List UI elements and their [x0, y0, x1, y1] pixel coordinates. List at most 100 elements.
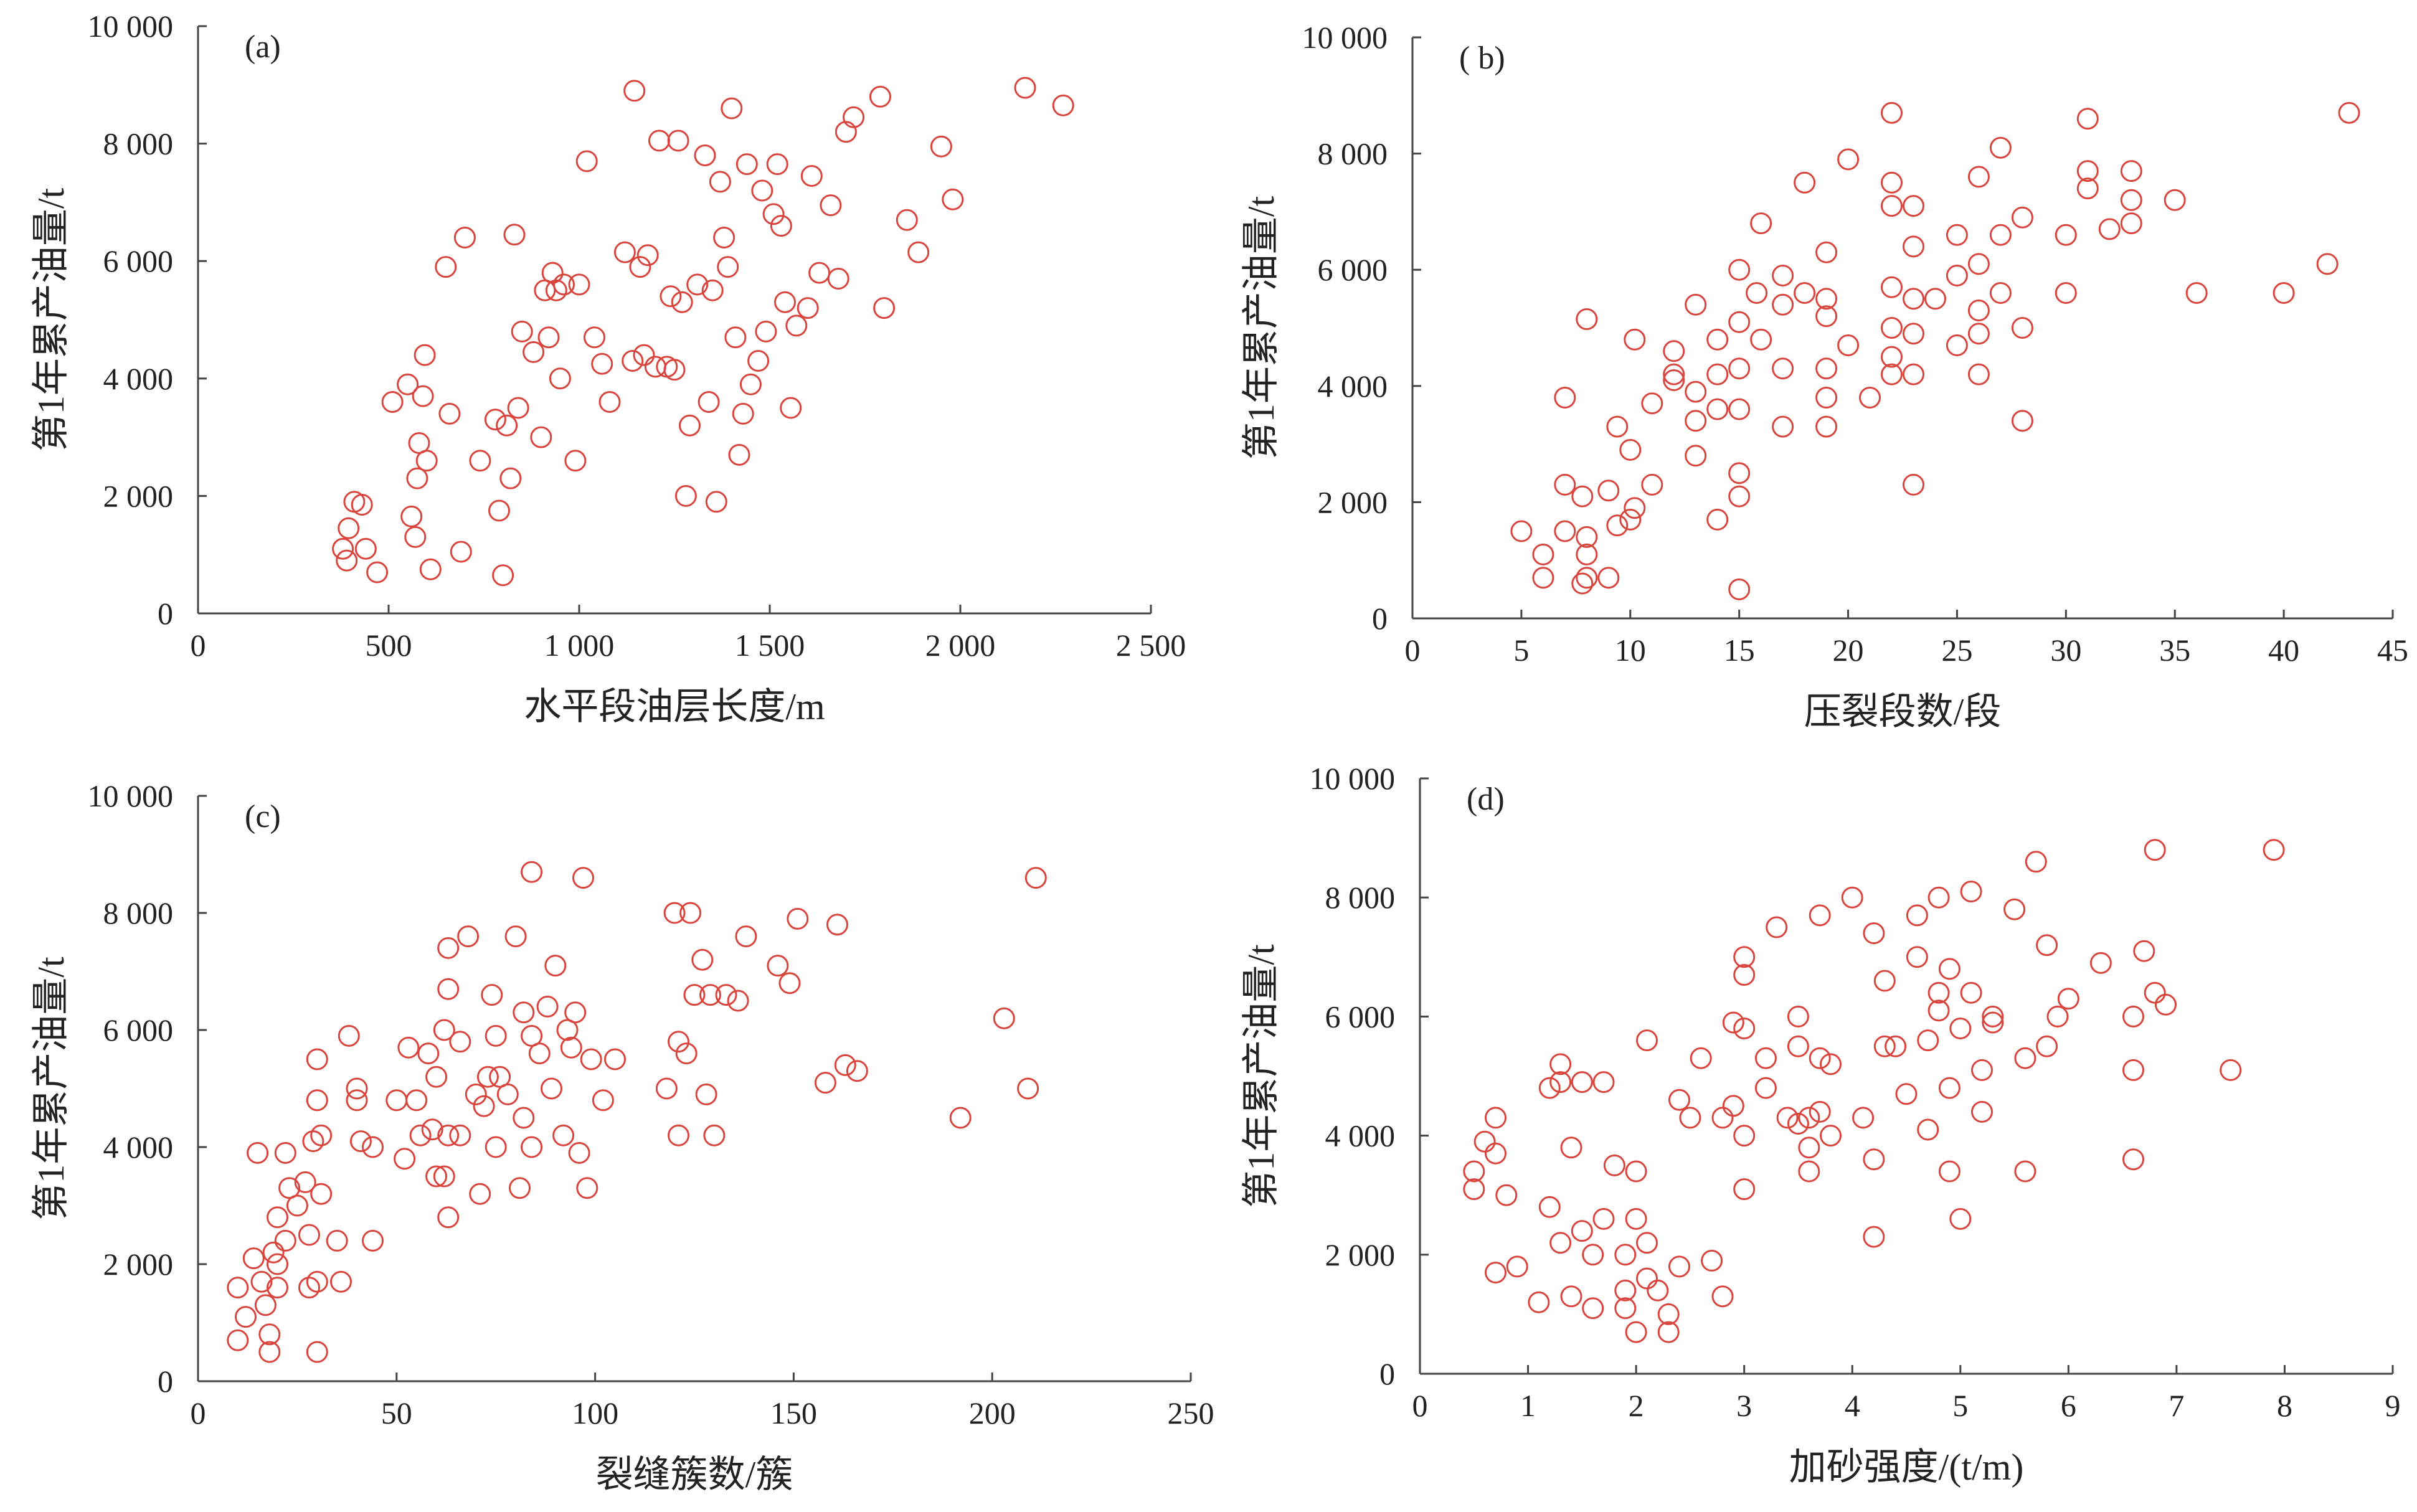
data-point: [267, 1277, 288, 1299]
data-point: [727, 990, 749, 1012]
data-point: [536, 995, 559, 1018]
data-point: [1903, 323, 1924, 345]
data-point: [1597, 480, 1620, 502]
y-tick-label: 4 000: [103, 1130, 174, 1165]
data-point: [644, 356, 666, 378]
data-point: [843, 106, 865, 128]
data-point: [1549, 1232, 1572, 1254]
data-point: [338, 517, 360, 539]
scatter-panel: 0 1 2 3 4 5 6 7 8 9 0 2 000 4 000 6 000 8 000 10 000 加砂强…: [1241, 761, 2401, 1488]
data-point: [351, 494, 373, 516]
data-point: [663, 902, 686, 924]
data-point: [412, 385, 434, 407]
data-point: [800, 165, 823, 187]
data-point: [667, 130, 689, 152]
data-point: [2120, 189, 2142, 211]
x-tick-label: 10: [1615, 633, 1646, 668]
data-point: [306, 1089, 328, 1112]
y-tick-label: 10 000: [1302, 20, 1388, 55]
data-point: [1706, 398, 1729, 420]
data-point: [2011, 317, 2033, 339]
data-point: [686, 273, 709, 296]
panel-label: ( b): [1459, 40, 1505, 76]
data-point: [1606, 415, 1629, 438]
data-point: [762, 203, 785, 225]
data-point: [709, 171, 731, 193]
data-point: [1728, 485, 1751, 508]
data-point: [797, 297, 819, 319]
data-point: [1772, 265, 1794, 286]
data-point: [2014, 1160, 2036, 1183]
data-point: [580, 1048, 602, 1070]
data-point: [1982, 1005, 2004, 1028]
data-point: [1582, 1244, 1604, 1266]
data-point: [572, 867, 594, 889]
data-point: [568, 273, 590, 296]
x-tick-label: 9: [2385, 1388, 2401, 1423]
data-point: [1685, 410, 1707, 432]
data-point: [1733, 1125, 1756, 1147]
data-point: [1592, 1071, 1615, 1094]
data-point: [648, 130, 670, 152]
data-point: [499, 467, 522, 489]
data-point: [405, 1089, 428, 1112]
data-point: [1571, 572, 1594, 595]
data-point: [530, 426, 552, 448]
data-point: [787, 907, 809, 930]
data-point: [1927, 999, 1950, 1022]
data-point: [2003, 898, 2026, 920]
y-tick-label: 2 000: [1318, 484, 1388, 519]
x-tick-label: 2 000: [925, 628, 996, 663]
data-point: [1663, 369, 1685, 391]
data-point: [433, 1019, 455, 1041]
data-point: [942, 188, 964, 210]
data-point: [1776, 1107, 1799, 1129]
data-point: [691, 948, 714, 971]
data-point: [1576, 567, 1598, 589]
data-point: [354, 537, 377, 560]
data-point: [2155, 993, 2177, 1016]
data-point: [560, 1036, 582, 1059]
data-point: [591, 352, 613, 375]
data-point: [683, 984, 706, 1006]
x-axis-title: 水平段油层长度/m: [524, 686, 825, 727]
data-point: [1815, 288, 1838, 310]
data-point: [1967, 300, 1990, 321]
y-tick-label: 4 000: [1318, 369, 1388, 404]
data-point: [564, 1001, 587, 1024]
data-point: [1917, 1029, 1939, 1052]
data-point: [1657, 1321, 1680, 1343]
data-point: [660, 285, 682, 308]
data-point: [674, 484, 697, 507]
data-point: [1619, 438, 1642, 461]
data-point: [1576, 526, 1598, 548]
data-point: [1485, 1107, 1506, 1129]
data-point: [362, 1229, 384, 1252]
data-point: [1571, 1071, 1593, 1094]
data-point: [496, 1083, 519, 1105]
data-point: [1967, 253, 1990, 275]
data-point: [576, 1177, 598, 1199]
data-point: [1906, 904, 1928, 927]
data-point: [1733, 946, 1756, 968]
data-point: [1728, 398, 1751, 420]
data-point: [1463, 1160, 1485, 1183]
data-point: [1706, 508, 1729, 531]
data-point: [465, 1083, 487, 1105]
data-point: [1815, 415, 1838, 438]
data-point: [1794, 171, 1816, 194]
data-point: [767, 955, 789, 977]
data-point: [449, 1124, 471, 1146]
data-point: [267, 1206, 288, 1229]
data-point: [2263, 839, 2285, 861]
data-point: [1017, 1077, 1039, 1100]
data-point: [1636, 1267, 1658, 1290]
data-point: [623, 80, 646, 102]
data-point: [1946, 265, 1968, 286]
data-point: [774, 291, 796, 313]
y-axis-title: 第1年累产油量/t: [31, 188, 72, 452]
data-point: [2076, 108, 2099, 130]
data-point: [2273, 282, 2295, 304]
data-point: [1809, 904, 1831, 927]
data-point: [2076, 160, 2099, 182]
